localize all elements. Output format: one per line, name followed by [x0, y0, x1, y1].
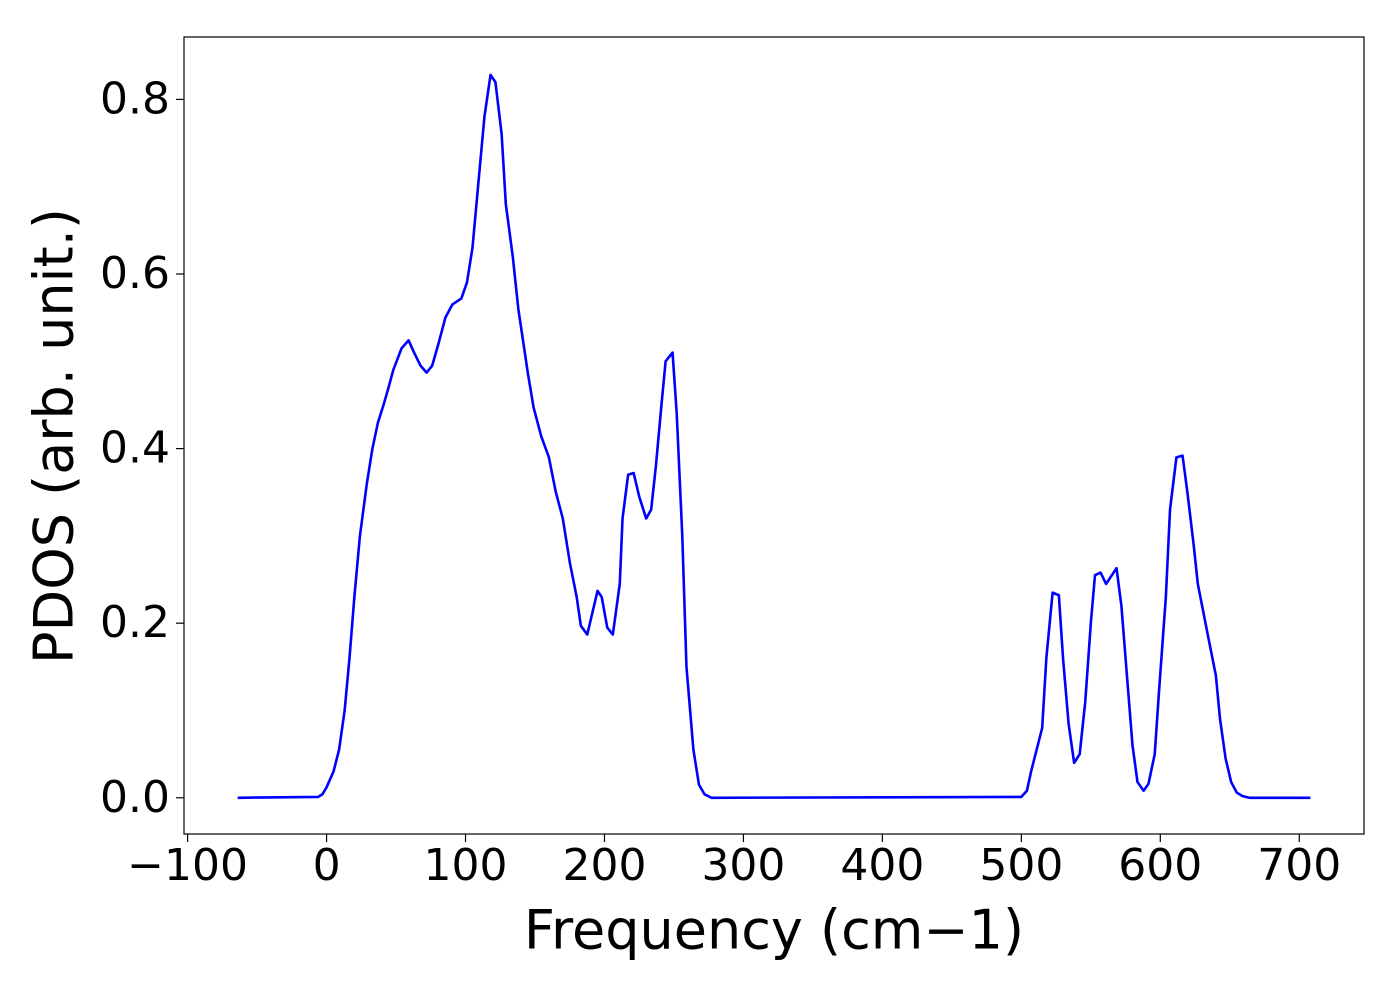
x-tick-label: 700 — [1257, 840, 1341, 891]
y-tick-label: 0.6 — [100, 248, 170, 299]
y-tick-label: 0.2 — [100, 597, 170, 648]
x-tick-label: 600 — [1118, 840, 1202, 891]
x-tick-label: 300 — [701, 840, 785, 891]
x-tick-label: −100 — [127, 840, 248, 891]
y-axis-label: PDOS (arb. unit.) — [23, 208, 86, 664]
x-tick-label: 200 — [562, 840, 646, 891]
pdos-line — [237, 73, 1311, 800]
x-tick-label: 100 — [424, 840, 508, 891]
y-tick-label: 0.4 — [100, 423, 170, 474]
x-tick-label: 0 — [313, 840, 341, 891]
y-tick-label: 0.8 — [100, 73, 170, 124]
x-tick-label: 400 — [840, 840, 924, 891]
x-axis-label: Frequency (cm−1) — [524, 899, 1024, 962]
plot-frame — [183, 36, 1365, 835]
x-tick-label: 500 — [979, 840, 1063, 891]
y-tick-label: 0.0 — [100, 772, 170, 823]
